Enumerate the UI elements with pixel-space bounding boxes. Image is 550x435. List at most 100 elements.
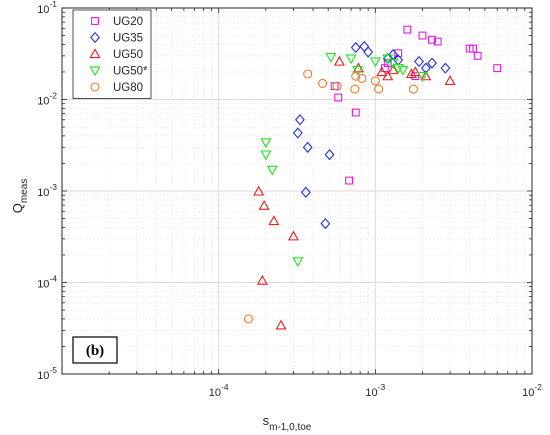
y-tick-label-base: 10: [37, 279, 49, 291]
data-point-ug20: [403, 25, 412, 34]
legend-label-ug35: UG35: [113, 33, 143, 45]
data-point-ug20: [345, 176, 354, 185]
data-point-ug50: [409, 66, 421, 77]
data-point-ug50: [444, 75, 456, 85]
data-point-ug35: [300, 186, 311, 198]
data-point-ug80: [408, 84, 418, 94]
data-point-ug20: [493, 64, 502, 73]
y-tick-label-base: 10: [37, 370, 49, 382]
data-point-ug50: [376, 66, 388, 77]
data-point-ug35: [324, 148, 335, 161]
data-point-ug50: [287, 230, 299, 241]
series-ug80: [243, 69, 418, 324]
x-tick-label-exponent: -2: [534, 382, 542, 392]
x-axis-label: sm-1,0,toe: [263, 413, 312, 433]
data-point-ug35: [294, 114, 305, 126]
y-tick-label-exponent: -4: [49, 274, 57, 284]
legend-marker-ug20: [91, 17, 99, 25]
y-tick-label-base: 10: [37, 187, 49, 199]
x-axis-label-subscript: m-1,0,toe: [269, 422, 312, 433]
x-tick-label-exponent: -3: [378, 382, 386, 392]
y-tick-label: 10-5: [37, 365, 57, 382]
x-tick-label: 10-3: [365, 382, 385, 399]
y-tick-label: 10-3: [37, 182, 57, 199]
legend-marker-ug50: [89, 66, 101, 77]
x-axis-label-main: s: [263, 413, 270, 428]
data-point-ug35: [350, 41, 361, 54]
data-point-ug80: [357, 73, 367, 83]
x-tick-label-base: 10: [209, 387, 221, 399]
y-axis-label-main: Q: [10, 203, 25, 213]
legend-marker-ug35: [90, 31, 100, 44]
y-tick-label: 10-4: [37, 274, 57, 291]
data-point-ug35: [414, 55, 424, 68]
data-point-ug20: [428, 35, 436, 44]
data-point-ug50: [333, 55, 345, 66]
data-point-ug50: [266, 165, 278, 176]
data-point-ug50: [352, 62, 364, 73]
panel-label-box: [72, 336, 118, 364]
data-point-ug35: [292, 127, 303, 139]
x-tick-label-base: 10: [522, 387, 534, 399]
series-ug50: [260, 53, 429, 268]
y-axis-label: Qmeas: [10, 179, 30, 214]
data-point-ug50: [420, 70, 432, 81]
y-tick-label-base: 10: [37, 96, 49, 108]
data-point-ug50: [392, 64, 404, 74]
data-point-ug35: [320, 217, 331, 230]
y-tick-label-exponent: -5: [49, 365, 57, 375]
data-point-ug35: [363, 46, 374, 58]
data-point-ug20: [351, 108, 360, 117]
data-point-ug20: [334, 93, 343, 102]
series-ug50: [253, 55, 456, 330]
data-point-ug20: [433, 37, 442, 46]
data-point-ug80: [332, 81, 342, 91]
data-point-ug20: [469, 44, 477, 53]
data-point-ug20: [394, 49, 403, 58]
panel-label-text: (b): [86, 343, 104, 359]
data-point-ug80: [243, 314, 254, 324]
data-point-ug50: [275, 319, 287, 330]
data-point-ug80: [350, 84, 360, 94]
data-point-ug50: [268, 215, 280, 226]
data-point-ug50: [253, 185, 265, 196]
data-point-ug35: [427, 57, 437, 69]
x-tick-label-exponent: -4: [221, 382, 229, 392]
legend-marker-ug50: [89, 48, 101, 59]
data-point-ug50: [325, 53, 337, 63]
axis-ticks: [62, 8, 532, 374]
legend-box: [72, 9, 152, 99]
legend-label-ug50: UG50: [113, 49, 143, 61]
data-point-ug80: [374, 84, 384, 94]
legend-label-ug80: UG80: [113, 82, 143, 94]
data-point-ug50: [369, 57, 381, 68]
data-point-ug20: [473, 51, 482, 60]
data-point-ug35: [302, 141, 313, 153]
data-point-ug80: [317, 78, 328, 88]
data-point-ug80: [303, 69, 313, 79]
data-point-ug50: [352, 65, 364, 76]
data-point-ug50: [416, 71, 429, 82]
y-tick-label: 10-1: [37, 0, 57, 16]
data-point-ug50: [256, 274, 268, 285]
x-tick-label: 10-2: [522, 382, 542, 399]
data-point-ug35: [440, 62, 451, 74]
data-point-ug50: [387, 58, 399, 69]
y-tick-label: 10-2: [37, 91, 57, 108]
y-tick-labels: 10-510-410-310-210-1: [37, 0, 57, 382]
data-point-ug50: [258, 200, 270, 210]
data-points: [243, 25, 502, 330]
x-tick-label: 10-4: [209, 382, 229, 399]
data-point-ug50: [345, 54, 357, 65]
data-point-ug50: [387, 64, 399, 75]
series-ug35: [292, 40, 451, 230]
data-point-ug50: [382, 70, 394, 81]
y-axis-label-subscript: meas: [19, 179, 30, 203]
x-tick-label-base: 10: [365, 387, 377, 399]
legend-marker-ug80: [90, 82, 100, 92]
x-tick-labels: 10-4 10-3 10-2: [209, 382, 542, 399]
y-tick-label-exponent: -1: [49, 0, 57, 9]
data-point-ug20: [411, 72, 420, 81]
legend-label-ug50: UG50*: [113, 66, 148, 78]
